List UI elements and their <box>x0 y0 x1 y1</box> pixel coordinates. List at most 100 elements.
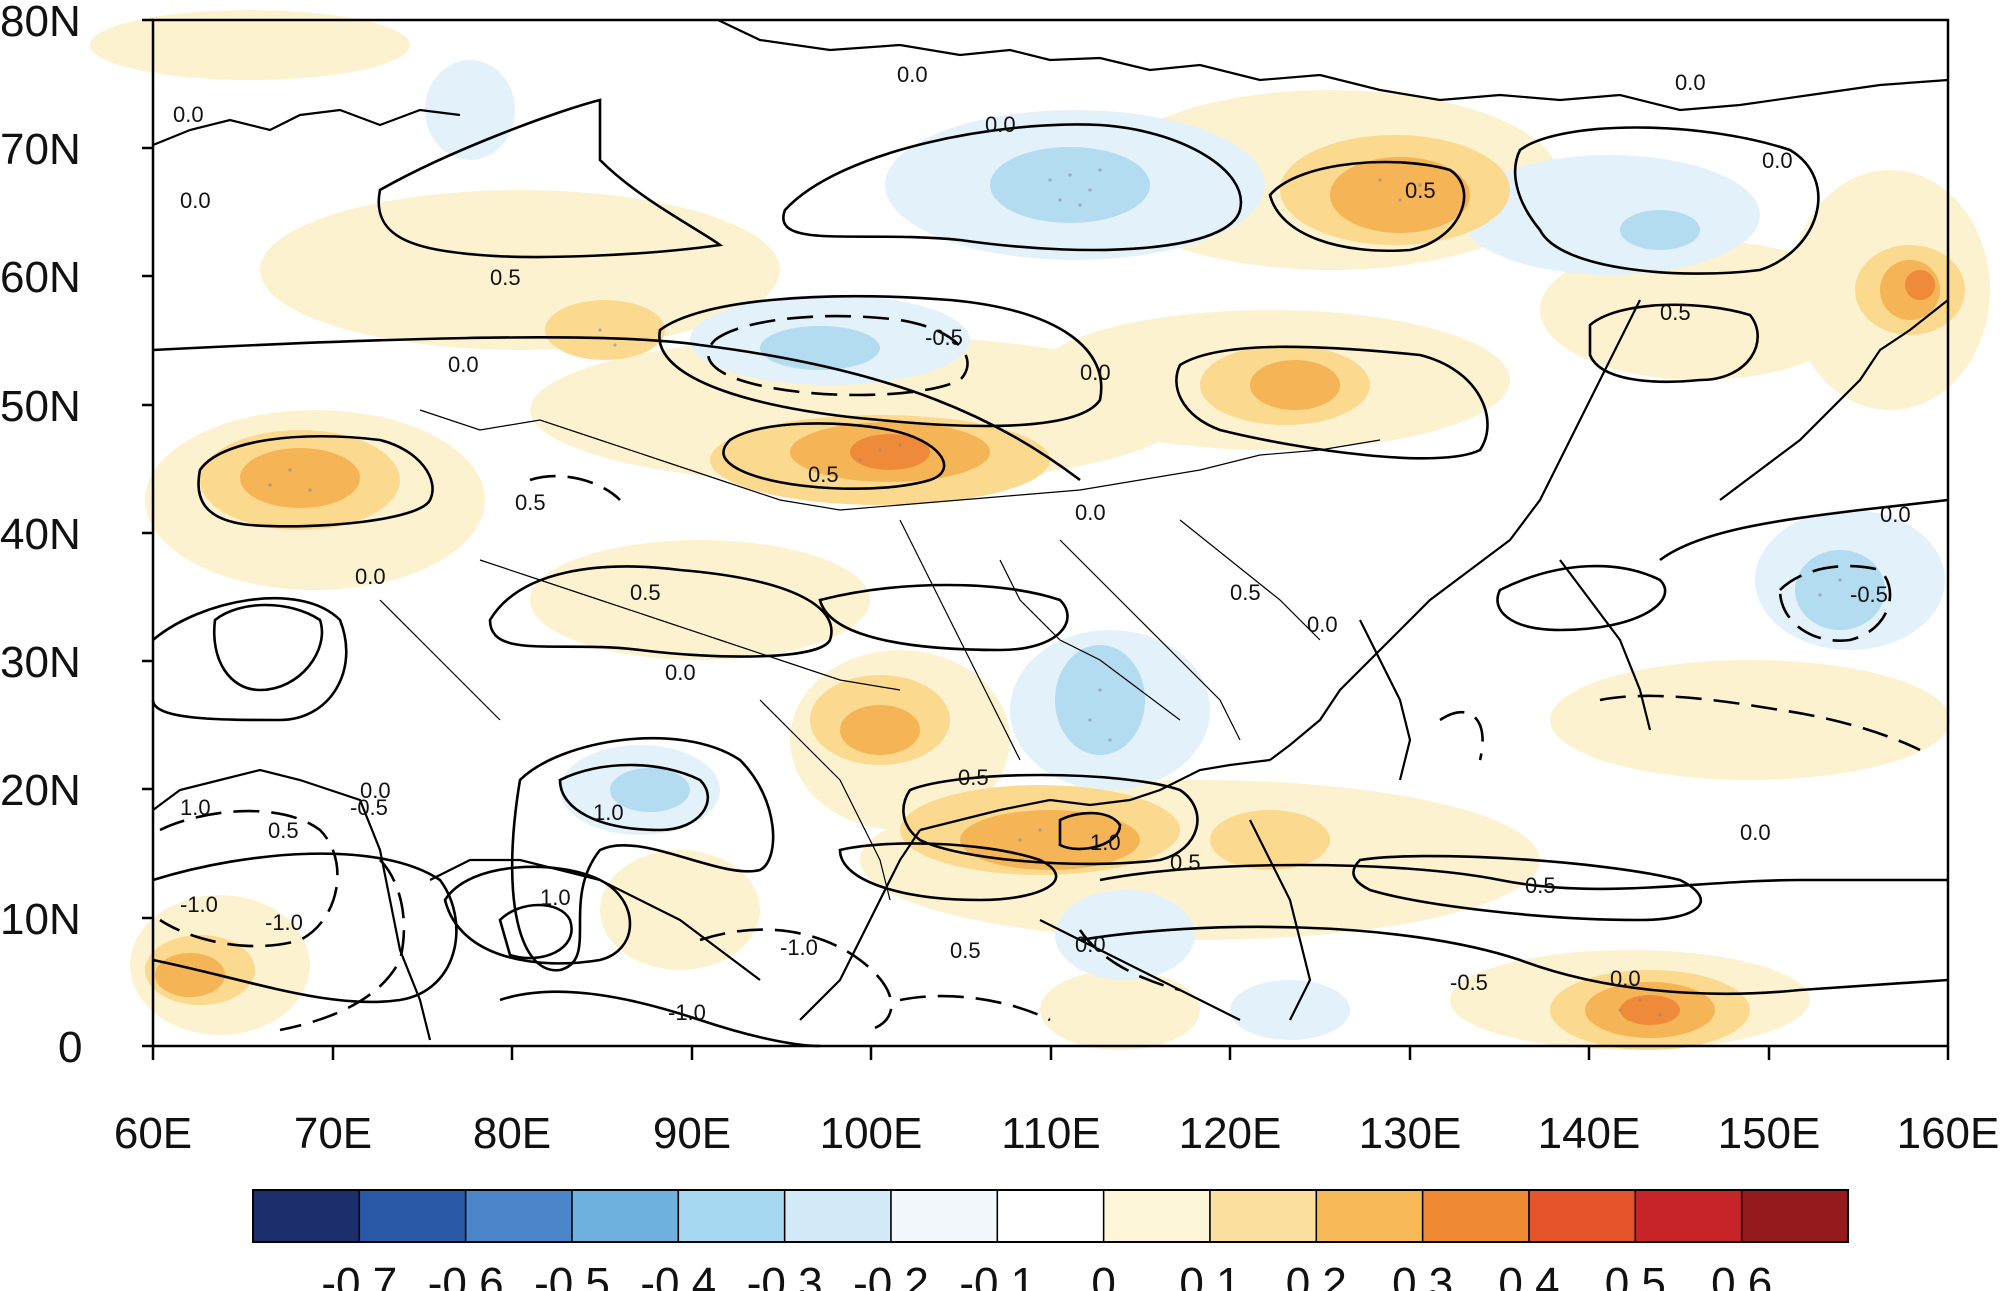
contour-label: 0.0 <box>1675 70 1706 95</box>
colorbar-cells <box>252 1189 1849 1243</box>
colorbar-label: 0.4 <box>1498 1259 1559 1291</box>
contour-labels: 0.0 0.0 0.0 0.0 0.0 0.0 0.0 0.0 0.0 0.0 … <box>173 62 1911 1025</box>
contour-label: -0.5 <box>350 795 388 820</box>
x-axis: 60E 70E 80E 90E 100E 110E 120E 130E 140E… <box>114 1046 2000 1158</box>
colorbar-cell <box>464 1189 573 1243</box>
contour-label: 1.0 <box>593 800 624 825</box>
contour-label: 0.0 <box>1610 966 1641 991</box>
map-panel: 0.0 0.0 0.0 0.0 0.0 0.0 0.0 0.0 0.0 0.0 … <box>90 10 1990 1050</box>
contour-label: 0.5 <box>958 765 989 790</box>
y-tick-label: 60N <box>0 253 81 302</box>
y-tick-label: 30N <box>0 638 81 687</box>
y-tick-label: 70N <box>0 125 81 174</box>
x-tick-label: 60E <box>114 1109 192 1158</box>
colorbar-label: -0.7 <box>321 1259 397 1291</box>
borders <box>379 409 1381 901</box>
contour-label: 0.0 <box>180 188 211 213</box>
x-tick-label: 150E <box>1718 1109 1821 1158</box>
contour-label: 0.0 <box>1307 612 1338 637</box>
contour-label: 0.0 <box>1762 148 1793 173</box>
y-tick-label: 0 <box>58 1023 82 1072</box>
y-tick-label: 50N <box>0 382 81 431</box>
contour-label: 0.5 <box>1525 873 1556 898</box>
colorbar-cell <box>1209 1189 1318 1243</box>
contour-label: -0.5 <box>925 325 963 350</box>
colorbar-cell <box>1634 1189 1743 1243</box>
contour-label: 0.5 <box>515 490 546 515</box>
contour-label: 0.0 <box>1075 500 1106 525</box>
contour-label: 0.0 <box>448 352 479 377</box>
colorbar-label: 0.6 <box>1711 1259 1772 1291</box>
colorbar-cell <box>252 1189 361 1243</box>
x-tick-label: 110E <box>1001 1109 1101 1158</box>
y-tick-label: 10N <box>0 895 81 944</box>
x-tick-label: 160E <box>1897 1109 2000 1158</box>
x-tick-label: 130E <box>1359 1109 1462 1158</box>
colorbar-cell <box>1528 1189 1637 1243</box>
contour-label: 0.0 <box>1080 360 1111 385</box>
contour-label: -0.5 <box>1450 970 1488 995</box>
colorbar-cell <box>1315 1189 1424 1243</box>
colorbar-cell <box>1102 1189 1211 1243</box>
contour-label: 0.0 <box>897 62 928 87</box>
contour-label: 0.5 <box>1230 580 1261 605</box>
colorbar-frame <box>252 1189 1849 1243</box>
colorbar-label: -0.2 <box>853 1259 929 1291</box>
y-axis: 80N 70N 60N 50N 40N 30N 20N 10N 0 <box>0 0 153 1072</box>
contour-label: -1.0 <box>668 1000 706 1025</box>
y-tick-label: 20N <box>0 766 81 815</box>
colorbar-cell <box>890 1189 999 1243</box>
colorbar-cell <box>1740 1189 1849 1243</box>
x-tick-label: 70E <box>294 1109 372 1158</box>
colorbar-label: 0.1 <box>1179 1259 1240 1291</box>
contour-label: 0.0 <box>665 660 696 685</box>
contour-label: 0.0 <box>1740 820 1771 845</box>
contour-label: 0.0 <box>1880 502 1911 527</box>
contour-label: 0.5 <box>268 818 299 843</box>
colorbar-label: -0.1 <box>959 1259 1035 1291</box>
contour-label: 1.0 <box>1090 830 1121 855</box>
colorbar-cell <box>677 1189 786 1243</box>
colorbar-label: -0.5 <box>534 1259 610 1291</box>
colorbar-label: 0.3 <box>1392 1259 1453 1291</box>
y-tick-label: 80N <box>0 0 81 46</box>
contour-label: 1.0 <box>540 885 571 910</box>
contour-label: -0.5 <box>1850 582 1888 607</box>
colorbar-cell <box>358 1189 467 1243</box>
colorbar-cell <box>1421 1189 1530 1243</box>
x-tick-label: 120E <box>1179 1109 1282 1158</box>
contour-label: 0.5 <box>490 265 521 290</box>
contour-label: 0.0 <box>173 102 204 127</box>
x-tick-label: 90E <box>653 1109 731 1158</box>
contour-label: 0.5 <box>1660 300 1691 325</box>
colorbar-label: -0.6 <box>428 1259 504 1291</box>
contour-label: 0.5 <box>1405 178 1436 203</box>
colorbar-label: -0.3 <box>747 1259 823 1291</box>
x-tick-label: 100E <box>820 1109 923 1158</box>
contour-label: 0.5 <box>950 938 981 963</box>
colorbar-cell <box>996 1189 1105 1243</box>
contour-label: 0.5 <box>630 580 661 605</box>
colorbar-labels: -0.7 -0.6 -0.5 -0.4 -0.3 -0.2 -0.1 0 0.1 0.2 0.3 0.… <box>321 1259 1772 1291</box>
contour-label: 0.5 <box>808 462 839 487</box>
colorbar-cell <box>783 1189 892 1243</box>
contour-lines-dashed <box>159 314 1921 1032</box>
contour-lines <box>151 98 1949 1048</box>
colorbar-label: -0.4 <box>640 1259 716 1291</box>
y-tick-label: 40N <box>0 510 81 559</box>
colorbar-label: 0 <box>1091 1259 1115 1291</box>
contour-label: 1.0 <box>180 795 211 820</box>
x-tick-label: 80E <box>473 1109 551 1158</box>
contour-label: -1.0 <box>265 910 303 935</box>
colorbar: -0.7 -0.6 -0.5 -0.4 -0.3 -0.2 -0.1 0 0.1 0.2 0.3 0.… <box>252 1189 1849 1291</box>
contour-label: 0.0 <box>985 112 1016 137</box>
contour-label: -1.0 <box>780 935 818 960</box>
contour-label: -1.0 <box>180 892 218 917</box>
x-tick-label: 140E <box>1538 1109 1641 1158</box>
colorbar-label: 0.2 <box>1286 1259 1347 1291</box>
contour-label: 0.0 <box>1075 932 1106 957</box>
colorbar-cell <box>571 1189 680 1243</box>
coastlines <box>152 19 1949 1041</box>
contour-label: 0.5 <box>1170 850 1201 875</box>
